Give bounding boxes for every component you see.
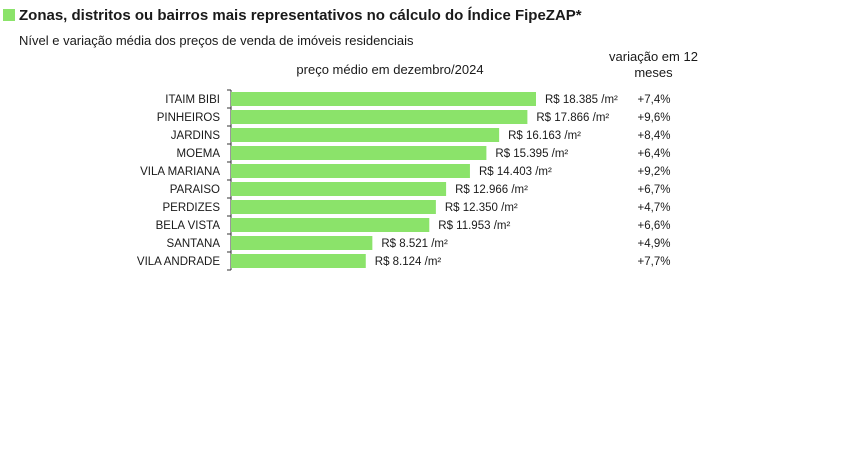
- axis-ticks: [227, 89, 231, 271]
- category-label: JARDINS: [171, 130, 221, 142]
- bar: [231, 254, 366, 268]
- variation-label: +9,6%: [638, 112, 671, 124]
- bar: [231, 218, 430, 232]
- variation-label: +7,4%: [638, 94, 671, 106]
- category-label: PARAISO: [170, 184, 220, 196]
- variation-label: +7,7%: [638, 256, 671, 268]
- value-label: R$ 18.385 /m²: [545, 94, 618, 106]
- category-label: PERDIZES: [162, 202, 220, 214]
- category-label: SANTANA: [167, 238, 221, 250]
- bar: [231, 182, 447, 196]
- value-label: R$ 14.403 /m²: [479, 166, 552, 178]
- value-label: R$ 17.866 /m²: [536, 112, 609, 124]
- variation-column-header: variação em 12 meses: [609, 49, 698, 80]
- value-label: R$ 16.163 /m²: [508, 130, 581, 142]
- value-labels: R$ 18.385 /m² R$ 17.866 /m² R$ 16.163 /m² R…: [375, 94, 618, 268]
- title-marker: [3, 9, 15, 21]
- category-label: VILA MARIANA: [140, 166, 220, 178]
- value-label: R$ 12.966 /m²: [455, 184, 528, 196]
- variation-labels: +7,4% +9,6% +8,4% +6,4% +9,2% +6,7% +4,7% +6,6%…: [638, 94, 671, 268]
- value-label: R$ 8.124 /m²: [375, 256, 442, 268]
- variation-label: +9,2%: [638, 166, 671, 178]
- value-label: R$ 12.350 /m²: [445, 202, 518, 214]
- bar: [231, 110, 528, 124]
- variation-label: +4,7%: [638, 202, 671, 214]
- value-label: R$ 15.395 /m²: [495, 148, 568, 160]
- category-label: VILA ANDRADE: [137, 256, 220, 268]
- bars: [231, 92, 536, 268]
- chart-subtitle: Nível e variação média dos preços de ven…: [19, 33, 414, 48]
- category-label: BELA VISTA: [156, 220, 221, 232]
- category-label: PINHEIROS: [157, 112, 221, 124]
- variation-label: +4,9%: [638, 238, 671, 250]
- category-label: MOEMA: [177, 148, 221, 160]
- variation-label: +6,7%: [638, 184, 671, 196]
- category-labels: ITAIM BIBI PINHEIROS JARDINS MOEMA VILA MARI…: [137, 94, 220, 268]
- bar: [231, 128, 500, 142]
- value-label: R$ 11.953 /m²: [438, 220, 510, 232]
- bar: [231, 146, 487, 160]
- chart-title: Zonas, distritos ou bairros mais represe…: [19, 7, 582, 24]
- variation-label: +8,4%: [638, 130, 671, 142]
- category-label: ITAIM BIBI: [165, 94, 220, 106]
- bar: [231, 200, 436, 214]
- variation-label: +6,6%: [638, 220, 671, 232]
- bar: [231, 236, 373, 250]
- bar: [231, 92, 536, 106]
- variation-label: +6,4%: [638, 148, 671, 160]
- bar: [231, 164, 470, 178]
- value-label: R$ 8.521 /m²: [381, 238, 448, 250]
- price-column-header: preço médio em dezembro/2024: [296, 62, 484, 77]
